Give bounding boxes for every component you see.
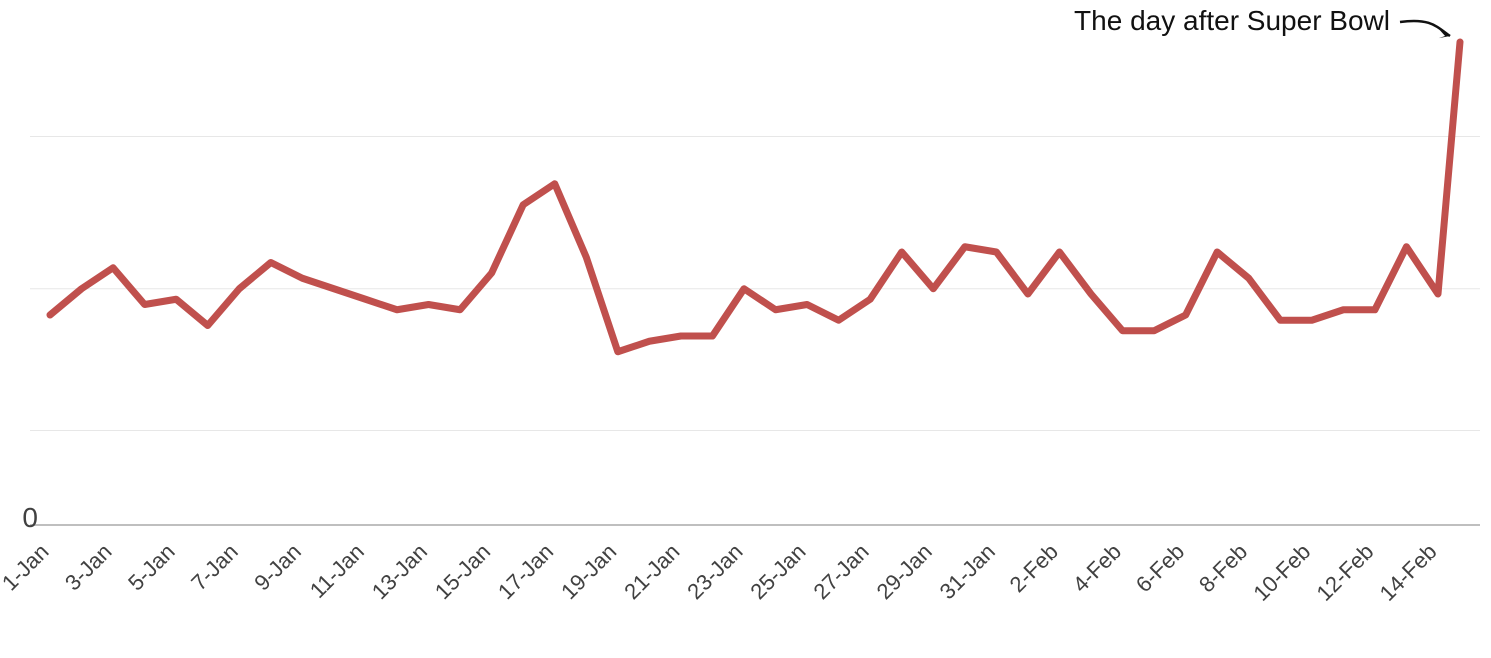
x-tick-label: 31-Jan (935, 539, 1000, 604)
x-tick-label: 2-Feb (1005, 539, 1063, 597)
y-zero-label: 0 (22, 502, 38, 533)
x-tick-label: 19-Jan (556, 539, 621, 604)
series-line (50, 42, 1460, 352)
x-tick-label: 13-Jan (367, 539, 432, 604)
x-tick-label: 10-Feb (1248, 539, 1315, 606)
x-tick-label: 5-Jan (123, 539, 180, 596)
x-tick-label: 8-Feb (1194, 539, 1252, 597)
x-tick-label: 17-Jan (493, 539, 558, 604)
x-tick-label: 12-Feb (1311, 539, 1378, 606)
x-tick-label: 14-Feb (1375, 539, 1442, 606)
line-chart: 0 1-Jan3-Jan5-Jan7-Jan9-Jan11-Jan13-Jan15… (0, 0, 1491, 658)
x-tick-label: 11-Jan (305, 539, 369, 603)
x-tick-label: 6-Feb (1131, 539, 1189, 597)
x-tick-label: 3-Jan (60, 539, 117, 596)
annotation-text: The day after Super Bowl (1074, 5, 1390, 36)
annotation-arrow (1400, 21, 1450, 36)
x-tick-label: 27-Jan (808, 539, 873, 604)
x-tick-label: 25-Jan (745, 539, 810, 604)
x-tick-label: 21-Jan (619, 539, 684, 604)
x-tick-label: 7-Jan (186, 539, 243, 596)
x-tick-label: 4-Feb (1068, 539, 1126, 597)
x-tick-label: 29-Jan (872, 539, 937, 604)
x-tick-label: 1-Jan (0, 539, 54, 596)
x-tick-label: 15-Jan (430, 539, 495, 604)
chart-canvas: 0 1-Jan3-Jan5-Jan7-Jan9-Jan11-Jan13-Jan15… (0, 0, 1491, 658)
x-tick-label: 9-Jan (249, 539, 306, 596)
x-tick-label: 23-Jan (682, 539, 747, 604)
